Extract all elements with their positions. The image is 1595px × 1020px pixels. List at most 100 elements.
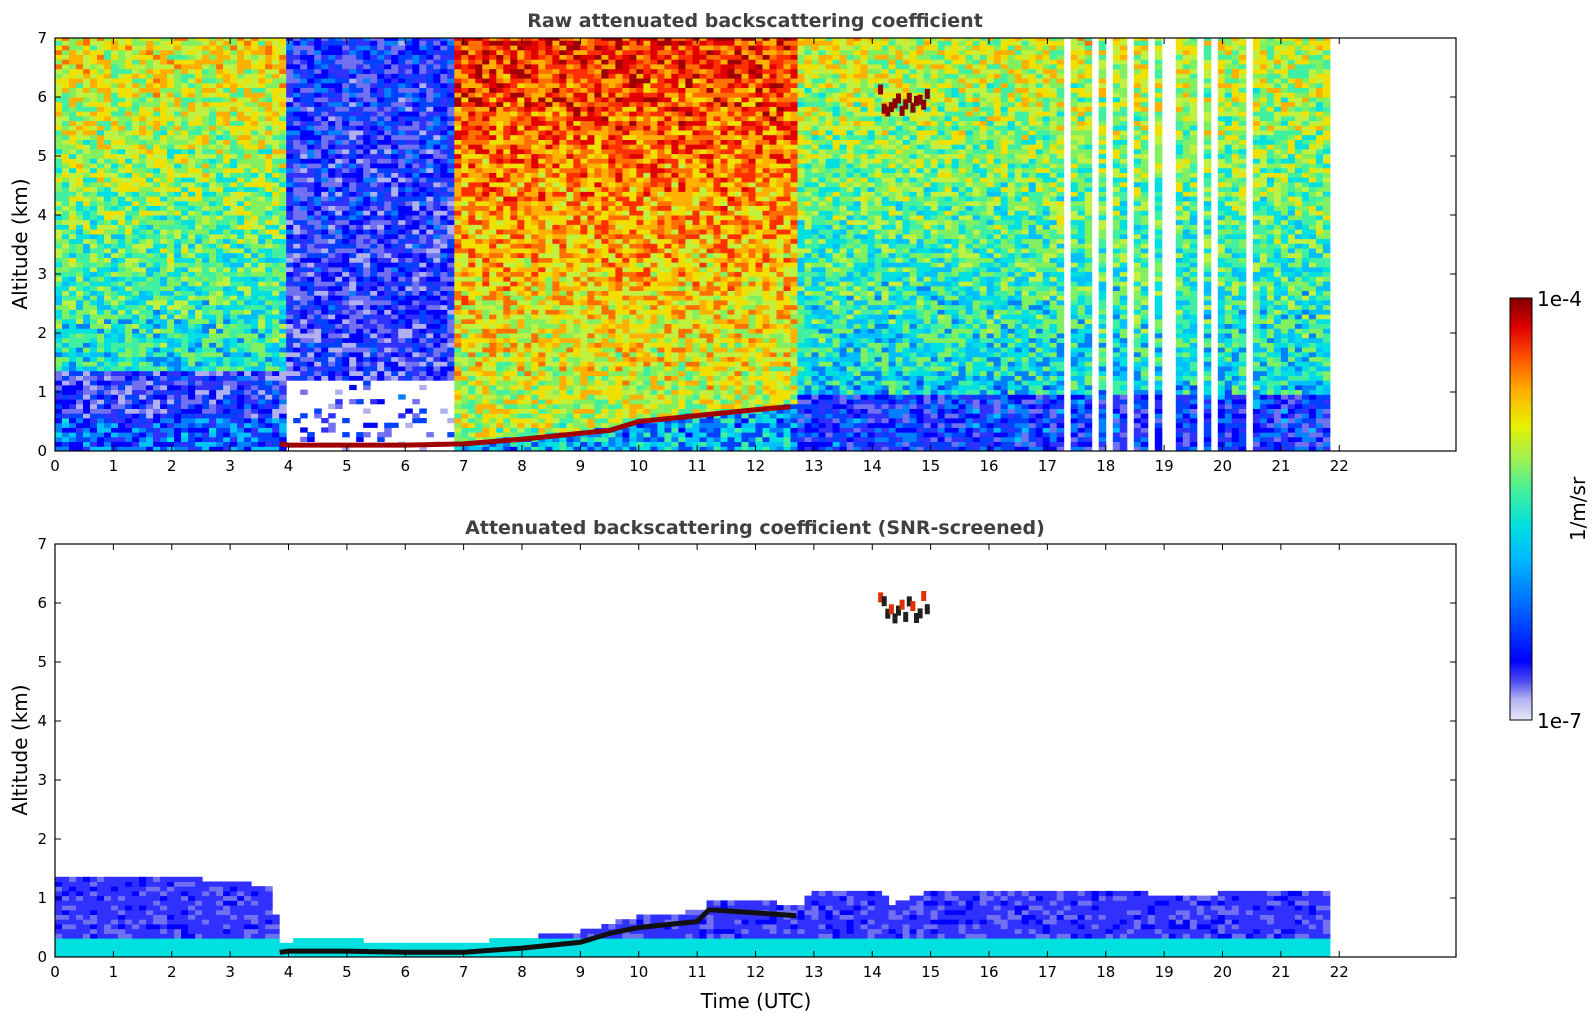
- heatmap-cell: [272, 224, 280, 230]
- heatmap-cell: [335, 210, 343, 216]
- heatmap-cell: [237, 422, 245, 428]
- heatmap-cell: [97, 309, 105, 315]
- heatmap-cell: [377, 252, 385, 258]
- heatmap-cell: [174, 200, 182, 206]
- heatmap-cell: [125, 106, 133, 112]
- heatmap-cell: [55, 432, 63, 438]
- heatmap-cell: [230, 167, 238, 173]
- heatmap-cell: [356, 111, 364, 117]
- heatmap-cell: [167, 281, 175, 287]
- heatmap-cell: [335, 148, 343, 155]
- heatmap-cell: [209, 205, 217, 211]
- heatmap-cell: [321, 252, 329, 258]
- heatmap-cell: [132, 370, 140, 376]
- heatmap-cell: [160, 73, 168, 79]
- heatmap-cell: [391, 101, 399, 107]
- heatmap-cell: [223, 125, 231, 131]
- heatmap-cell: [314, 219, 322, 225]
- heatmap-cell: [111, 314, 119, 320]
- heatmap-cell: [384, 257, 392, 263]
- heatmap-cell: [104, 370, 112, 376]
- heatmap-cell: [167, 200, 175, 206]
- heatmap-cell: [370, 167, 378, 173]
- heatmap-cell: [461, 115, 469, 122]
- heatmap-cell: [167, 323, 175, 329]
- heatmap-cell: [258, 408, 266, 414]
- heatmap-cell: [335, 318, 343, 324]
- heatmap-cell: [461, 45, 469, 51]
- heatmap-cell: [342, 238, 350, 244]
- heatmap-cell: [167, 446, 175, 451]
- heatmap-cell: [174, 408, 182, 414]
- heatmap-cell: [153, 300, 161, 306]
- heatmap-cell: [454, 380, 462, 386]
- heatmap-cell: [202, 64, 210, 70]
- heatmap-cell: [195, 182, 203, 188]
- heatmap-cell: [251, 394, 259, 400]
- heatmap-cell: [195, 366, 203, 372]
- heatmap-cell: [139, 304, 147, 310]
- heatmap-cell: [314, 158, 322, 164]
- heatmap-cell: [356, 177, 364, 183]
- heatmap-cell: [118, 304, 126, 310]
- heatmap-cell: [265, 45, 273, 51]
- heatmap-cell: [132, 68, 140, 74]
- heatmap-cell: [97, 172, 105, 178]
- heatmap-cell: [97, 351, 105, 358]
- heatmap-cell: [153, 366, 161, 372]
- heatmap-cell: [125, 139, 133, 145]
- heatmap-cell: [125, 408, 133, 414]
- heatmap-cell: [104, 441, 112, 447]
- heatmap-cell: [328, 281, 336, 287]
- heatmap-cell: [342, 333, 350, 339]
- heatmap-cell: [468, 337, 476, 343]
- heatmap-cell: [146, 290, 154, 296]
- heatmap-cell: [55, 380, 63, 386]
- heatmap-cell: [265, 82, 273, 88]
- heatmap-cell: [265, 399, 273, 405]
- heatmap-cell: [174, 380, 182, 386]
- heatmap-cell: [405, 295, 413, 301]
- heatmap-cell: [230, 328, 238, 334]
- heatmap-cell: [265, 380, 273, 386]
- heatmap-cell: [468, 177, 476, 183]
- heatmap-cell: [328, 290, 336, 296]
- heatmap-cell: [377, 82, 385, 88]
- heatmap-cell: [118, 309, 126, 315]
- heatmap-cell: [377, 167, 385, 173]
- heatmap-cell: [146, 432, 154, 438]
- heatmap-cell: [188, 130, 196, 136]
- heatmap-cell: [391, 422, 399, 428]
- heatmap-cell: [405, 304, 413, 310]
- heatmap-cell: [83, 45, 91, 51]
- heatmap-cell: [237, 323, 245, 329]
- heatmap-cell: [111, 82, 119, 88]
- heatmap-cell: [468, 413, 476, 419]
- heatmap-cell: [62, 120, 70, 126]
- heatmap-cell: [461, 300, 469, 306]
- heatmap-cell: [237, 347, 245, 353]
- heatmap-cell: [55, 38, 63, 41]
- heatmap-cell: [244, 115, 252, 122]
- heatmap-cell: [398, 309, 406, 315]
- heatmap-cell: [412, 38, 420, 41]
- heatmap-cell: [181, 257, 189, 263]
- heatmap-cell: [111, 281, 119, 287]
- heatmap-cell: [461, 224, 469, 230]
- heatmap-cell: [181, 366, 189, 372]
- heatmap-cell: [447, 40, 455, 46]
- heatmap-cell: [349, 111, 357, 117]
- heatmap-cell: [216, 120, 224, 126]
- heatmap-cell: [349, 148, 357, 155]
- heatmap-cell: [209, 356, 217, 362]
- heatmap-cell: [314, 87, 322, 93]
- heatmap-cell: [321, 186, 329, 192]
- heatmap-cell: [335, 366, 343, 372]
- heatmap-cell: [447, 229, 455, 235]
- heatmap-cell: [370, 356, 378, 362]
- heatmap-cell: [258, 224, 266, 230]
- heatmap-cell: [160, 125, 168, 131]
- heatmap-cell: [62, 290, 70, 296]
- heatmap-cell: [62, 257, 70, 263]
- heatmap-cell: [440, 342, 448, 348]
